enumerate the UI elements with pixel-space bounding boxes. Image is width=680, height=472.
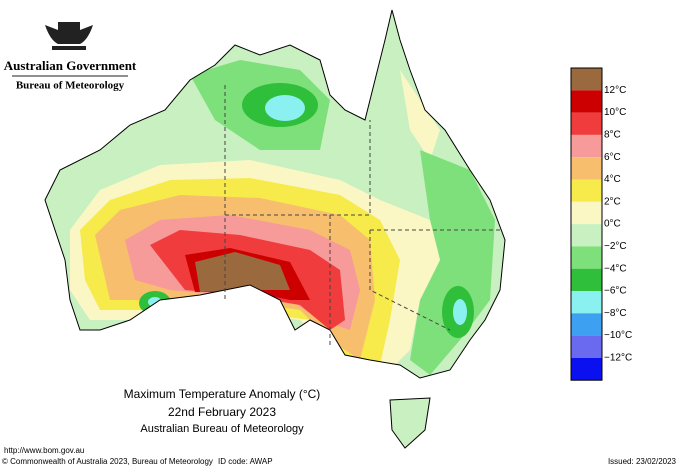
legend-swatch (571, 157, 602, 180)
coastline (44, 9, 506, 379)
legend-swatch (571, 201, 602, 225)
legend-swatch (571, 357, 602, 381)
legend-label: 0°C (604, 219, 621, 230)
legend-frame (570, 67, 603, 381)
legend-swatch (571, 313, 602, 336)
legend-label: 4°C (604, 174, 621, 185)
legend-swatch (571, 246, 602, 269)
legend-swatch (571, 224, 602, 247)
state-borders (224, 85, 500, 345)
footer-id: ID code: AWAP (218, 457, 273, 466)
legend-label: −2°C (604, 241, 627, 252)
legend-label: 12°C (604, 85, 626, 96)
legend-swatch (571, 134, 602, 158)
agency-name: Bureau of Meteorology (16, 80, 125, 92)
footer-url: http://www.bom.gov.au (4, 446, 84, 455)
gov-name: Australian Government (4, 58, 137, 73)
tasmania (389, 397, 431, 449)
legend-swatch (571, 90, 602, 113)
legend-swatch (571, 291, 602, 314)
legend-label: −12°C (604, 353, 632, 364)
footer-copyright: © Commonwealth of Australia 2023, Bureau… (2, 457, 213, 466)
emblem (45, 22, 93, 50)
legend-swatch (571, 68, 602, 91)
legend-swatch (571, 268, 602, 291)
legend: 12°C 10°C 8°C 6°C 4°C 2°C 0°C −2°C −4°C −6°C −8°C −… (570, 67, 632, 381)
map-title: Maximum Temperature Anomaly (°C) (124, 387, 321, 401)
legend-label: −10°C (604, 330, 632, 341)
legend-swatch (571, 335, 602, 358)
legend-label: −6°C (604, 286, 627, 297)
legend-swatch (571, 179, 602, 202)
legend-label: −8°C (604, 308, 627, 319)
footer-issued: Issued: 23/02/2023 (608, 457, 677, 466)
legend-label: 6°C (604, 152, 621, 163)
legend-swatch (571, 112, 602, 135)
map-date: 22nd February 2023 (168, 405, 276, 419)
map-source: Australian Bureau of Meteorology (140, 423, 304, 435)
legend-label: 8°C (604, 130, 621, 141)
legend-label: 10°C (604, 107, 626, 118)
legend-label: 2°C (604, 196, 621, 207)
legend-label: −4°C (604, 263, 627, 274)
